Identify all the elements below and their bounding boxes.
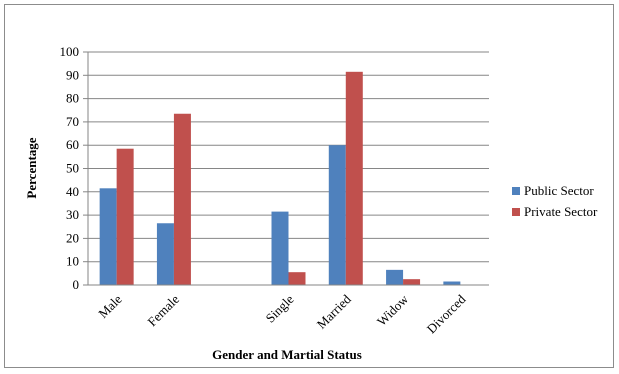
y-tick-label: 100 — [60, 44, 80, 59]
x-tick-label: Divorced — [424, 291, 469, 336]
x-axis-label: Gender and Martial Status — [212, 347, 362, 362]
x-tick-label: Female — [144, 291, 182, 329]
legend-label: Private Sector — [524, 204, 598, 219]
bar-public-sector — [271, 211, 289, 285]
bar-public-sector — [443, 281, 461, 285]
x-tick-label: Married — [314, 291, 355, 332]
bar-public-sector — [386, 269, 404, 285]
bar-public-sector — [99, 188, 117, 285]
y-tick-label: 30 — [66, 207, 79, 222]
y-axis-label: Percentage — [24, 137, 39, 198]
bar-private-sector — [288, 272, 306, 285]
y-tick-label: 80 — [66, 91, 79, 106]
legend-label: Public Sector — [524, 183, 594, 198]
bar-private-sector — [345, 71, 363, 286]
axes — [87, 52, 489, 286]
x-tick-label: Single — [263, 291, 297, 325]
y-tick-label: 0 — [73, 277, 80, 292]
legend-swatch — [512, 187, 520, 195]
bar-private-sector — [403, 279, 421, 285]
x-tick-label: Male — [95, 291, 125, 321]
y-tick-label: 60 — [66, 137, 79, 152]
bar-private-sector — [173, 113, 191, 286]
y-tick-label: 20 — [66, 230, 79, 245]
bar-public-sector — [156, 223, 174, 285]
chart-frame: 0 10 20 30 40 50 60 70 80 90 100 Male Female Single M… — [4, 4, 614, 368]
bars — [99, 71, 461, 286]
y-tick-label: 50 — [66, 161, 79, 176]
y-tick-labels: 0 10 20 30 40 50 60 70 80 90 100 — [60, 44, 80, 292]
bar-private-sector — [116, 148, 134, 285]
x-tick-label: Widow — [374, 291, 412, 329]
x-tick-labels: Male Female Single Married Widow Divorced — [95, 291, 469, 336]
bar-public-sector — [328, 145, 346, 285]
y-tick-label: 70 — [66, 114, 79, 129]
y-tick-label: 40 — [66, 184, 79, 199]
y-tick-label: 10 — [66, 254, 79, 269]
legend: Public Sector Private Sector — [512, 183, 598, 219]
legend-swatch — [512, 208, 520, 216]
y-tick-label: 90 — [66, 67, 79, 82]
